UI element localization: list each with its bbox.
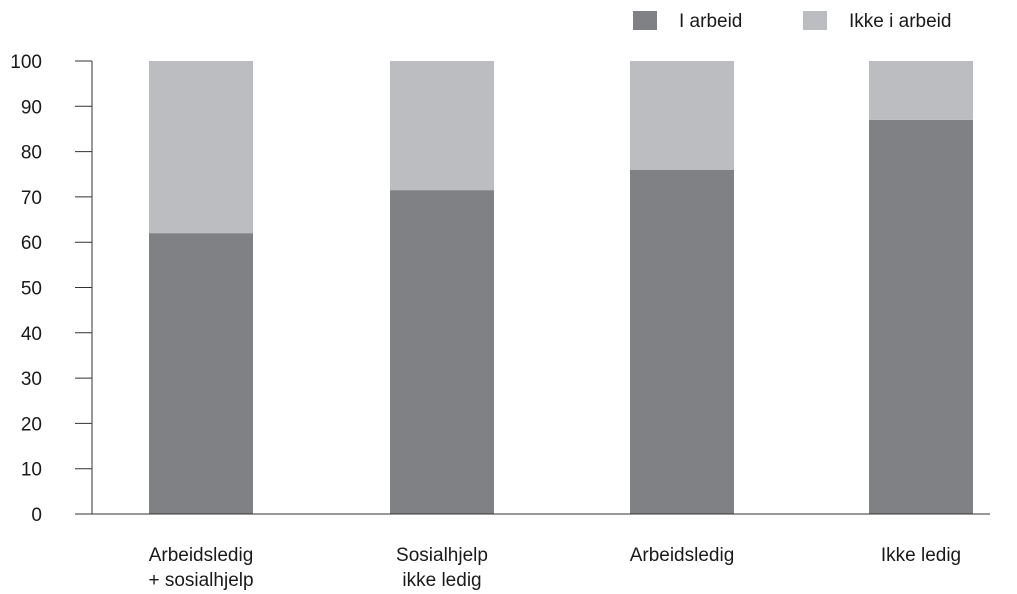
x-category-label: Sosialhjelp [396,545,488,566]
y-tick-label: 70 [21,188,42,209]
y-tick-label: 30 [21,369,42,390]
bar-i-arbeid-3 [630,169,734,514]
y-tick-label: 10 [21,460,42,481]
bar-ikke-i-arbeid-4 [869,61,973,120]
y-axis: 0 10 20 30 40 50 60 70 80 90 100 [10,52,93,526]
y-tick-label: 100 [10,52,42,73]
y-tick-label: 60 [21,233,42,254]
bar-ikke-i-arbeid-1 [149,61,253,234]
x-category-label: ikke ledig [402,570,481,591]
y-tick-label: 50 [21,279,42,300]
x-category-label: + sosialhjelp [148,570,253,591]
y-tick-label: 80 [21,143,42,164]
legend-label: Ikke i arbeid [849,11,951,32]
x-axis: Arbeidsledig + sosialhjelp Sosialhjelp ikke… [92,513,990,591]
y-tick-label: 0 [31,505,42,526]
bar-ikke-i-arbeid-3 [630,61,734,170]
y-tick-label: 20 [21,414,42,435]
x-category-label: Arbeidsledig [630,545,735,566]
bar-i-arbeid-4 [869,119,973,514]
legend-swatch [803,11,827,30]
bar-i-arbeid-2 [390,190,494,515]
bar-i-arbeid-1 [149,233,253,514]
y-tick-label: 90 [21,97,42,118]
x-category-label: Ikke ledig [881,545,961,566]
legend-label: I arbeid [679,11,742,32]
legend: I arbeid Ikke i arbeid [633,11,951,32]
x-category-label: Arbeidsledig [149,545,254,566]
bar-ikke-i-arbeid-2 [390,61,494,191]
legend-swatch [633,11,657,30]
bars [149,61,973,515]
y-tick-label: 40 [21,324,42,345]
